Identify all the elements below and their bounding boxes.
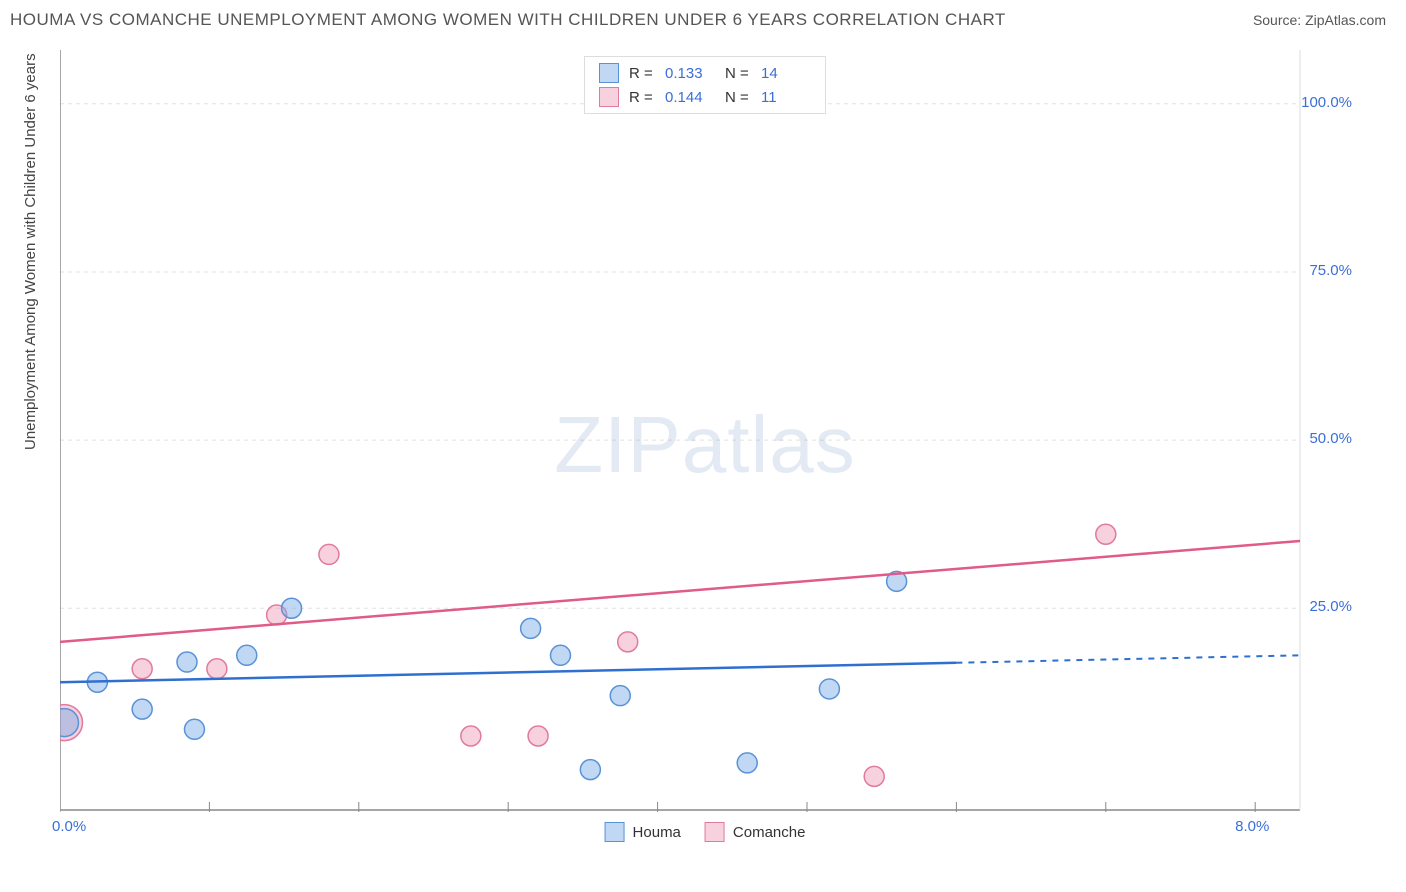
- data-point: [461, 726, 481, 746]
- trend-line-extrapolated: [956, 655, 1300, 662]
- legend-row: R = 0.144 N = 11: [599, 85, 811, 109]
- chart-container: ZIPatlas R =0.133N =14R =0.144N =11 Houm…: [60, 50, 1350, 840]
- legend-swatch: [599, 63, 619, 83]
- legend-n-label: N =: [725, 89, 751, 106]
- legend-item: Comanche: [705, 822, 806, 842]
- data-point: [618, 632, 638, 652]
- chart-title: HOUMA VS COMANCHE UNEMPLOYMENT AMONG WOM…: [10, 10, 1006, 30]
- data-point: [580, 760, 600, 780]
- legend-r-value: 0.144: [665, 89, 715, 106]
- chart-header: HOUMA VS COMANCHE UNEMPLOYMENT AMONG WOM…: [0, 0, 1406, 30]
- y-tick-label: 100.0%: [1301, 94, 1352, 111]
- legend-n-label: N =: [725, 65, 751, 82]
- data-point: [319, 544, 339, 564]
- source-link[interactable]: ZipAtlas.com: [1305, 12, 1386, 28]
- data-point: [237, 645, 257, 665]
- data-point: [737, 753, 757, 773]
- legend-swatch: [605, 822, 625, 842]
- legend-label: Houma: [633, 824, 681, 841]
- series-legend: Houma Comanche: [605, 822, 806, 842]
- legend-r-value: 0.133: [665, 65, 715, 82]
- trend-line: [60, 541, 1300, 642]
- correlation-legend: R = 0.133 N = 14 R = 0.144 N = 11: [584, 56, 826, 114]
- legend-item: Houma: [605, 822, 681, 842]
- data-point: [132, 659, 152, 679]
- data-point: [207, 659, 227, 679]
- y-tick-label: 50.0%: [1309, 430, 1352, 447]
- y-tick-label: 25.0%: [1309, 598, 1352, 615]
- legend-row: R = 0.133 N = 14: [599, 61, 811, 85]
- legend-swatch: [705, 822, 725, 842]
- scatter-chart: [60, 50, 1350, 840]
- x-tick-label: 8.0%: [1235, 818, 1269, 835]
- data-point: [521, 618, 541, 638]
- legend-r-label: R =: [629, 89, 655, 106]
- data-point: [550, 645, 570, 665]
- data-point: [864, 766, 884, 786]
- y-tick-label: 75.0%: [1309, 262, 1352, 279]
- x-tick-label: 0.0%: [52, 818, 86, 835]
- legend-swatch: [599, 87, 619, 107]
- legend-n-value: 11: [761, 89, 811, 106]
- data-point: [819, 679, 839, 699]
- data-point: [177, 652, 197, 672]
- y-axis-label: Unemployment Among Women with Children U…: [22, 53, 39, 450]
- data-point: [1096, 524, 1116, 544]
- data-point: [282, 598, 302, 618]
- legend-n-value: 14: [761, 65, 811, 82]
- data-point: [528, 726, 548, 746]
- source-prefix: Source:: [1253, 12, 1305, 28]
- source-attribution: Source: ZipAtlas.com: [1253, 12, 1386, 28]
- data-point: [132, 699, 152, 719]
- legend-label: Comanche: [733, 824, 806, 841]
- data-point: [184, 719, 204, 739]
- legend-r-label: R =: [629, 65, 655, 82]
- data-point: [610, 686, 630, 706]
